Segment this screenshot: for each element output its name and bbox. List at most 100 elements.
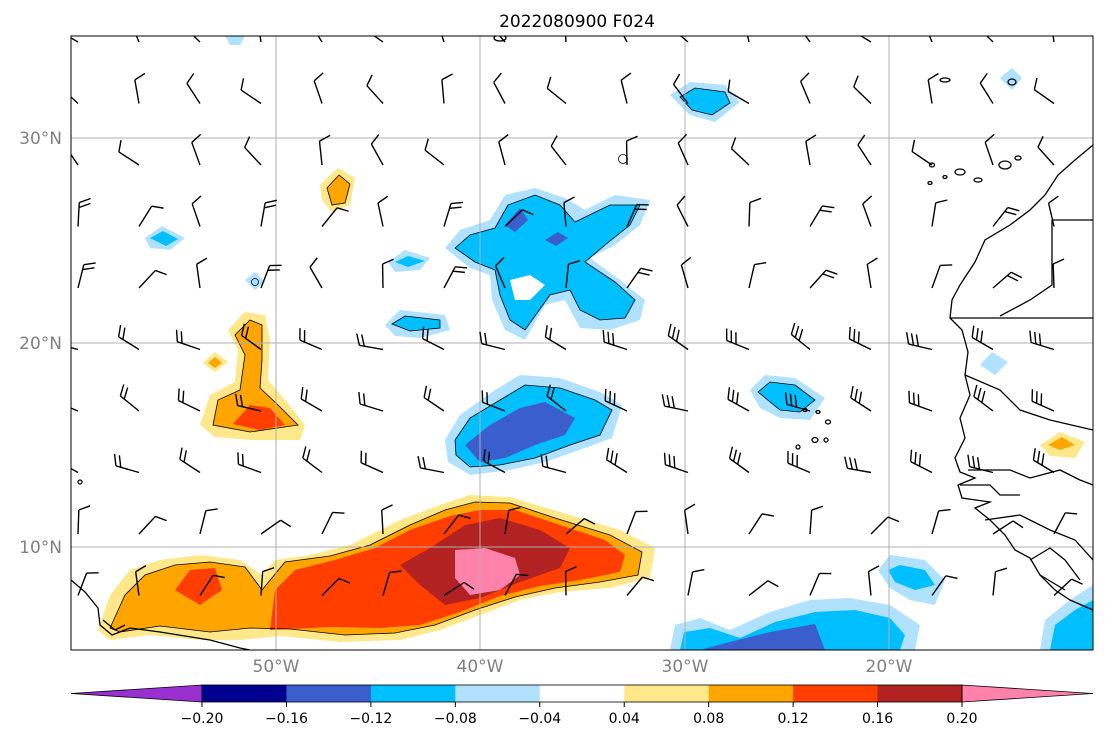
lon-label-20w: 20°W (866, 657, 913, 677)
colorbar-tick-label: 0.12 (778, 711, 809, 727)
wind-barb (604, 388, 628, 412)
wind-barb (483, 449, 506, 474)
wind-barb (138, 205, 164, 227)
wind-barb (805, 134, 817, 166)
wind-barb (134, 565, 147, 596)
wind-barb (931, 199, 948, 227)
colorbar-frame (201, 684, 963, 703)
wind-barb (504, 573, 529, 596)
colorbar-tick-label: 0.04 (609, 711, 640, 727)
wind-barb (784, 392, 811, 412)
wind-barb (804, 36, 811, 43)
wind-barb (676, 195, 689, 227)
colorbar (70, 684, 1094, 703)
wind-barb (986, 36, 994, 43)
wind-barb (1032, 448, 1055, 474)
wind-barb (626, 576, 655, 596)
lat-label-30n: 30°N (19, 129, 62, 149)
wind-barb (321, 207, 349, 227)
wind-barb (931, 508, 951, 535)
wind-barb (931, 575, 958, 596)
wind-barb (672, 73, 689, 104)
wind-barb (423, 385, 445, 412)
wind-barb (909, 449, 933, 474)
wind-barb (381, 504, 393, 535)
wind-barb (138, 269, 167, 289)
wind-barb (565, 260, 581, 289)
lon-label-40w: 40°W (457, 657, 504, 677)
colorbar-tick-label: −0.16 (265, 711, 308, 727)
wind-barb (321, 511, 345, 535)
wind-barb (77, 197, 91, 227)
colorbar-segment (877, 685, 963, 702)
wind-barb (135, 36, 140, 43)
wind-barb (850, 386, 872, 412)
wind-barb (667, 323, 689, 351)
graticule (71, 36, 1093, 650)
colorbar-segment (455, 685, 541, 702)
wind-barb (441, 73, 453, 104)
wind-barb (866, 257, 878, 289)
wind-barb (546, 384, 567, 412)
colorbar-tick-label: 0.08 (693, 711, 724, 727)
wind-barb (443, 514, 471, 535)
wind-barb (117, 324, 140, 351)
wind-barb (237, 452, 262, 474)
wind-barb (544, 325, 567, 351)
wind-barb (192, 36, 201, 43)
wind-barb (979, 72, 994, 104)
wind-barb (809, 505, 824, 535)
colorbar-tick-label: −0.04 (518, 711, 561, 727)
wind-barb (318, 134, 331, 166)
wind-barb (113, 453, 140, 474)
wind-barb (746, 36, 750, 43)
wind-barb (984, 133, 995, 166)
wind-barb (240, 323, 262, 351)
wind-barb (992, 271, 1023, 289)
colorbar-tick-label: −0.08 (434, 711, 477, 727)
wind-barb (540, 454, 567, 474)
wind-barb (605, 447, 628, 474)
wind-barb (134, 72, 146, 104)
wind-barb (360, 450, 384, 474)
wind-barb (260, 567, 275, 596)
colorbar-segment (370, 685, 456, 702)
wind-barb (730, 137, 750, 166)
colorbar-tick-label: −0.12 (349, 711, 392, 727)
wind-barb (563, 196, 575, 227)
wind-barb (725, 328, 750, 351)
wind-barb (309, 257, 323, 289)
wind-barb (259, 36, 262, 43)
wind-barb (844, 456, 872, 474)
wind-barb (191, 195, 202, 227)
wind-barb (859, 36, 872, 43)
wind-barb (195, 257, 208, 289)
wind-barb (679, 36, 689, 43)
plot-frame (70, 35, 1094, 651)
wind-barb (680, 256, 692, 289)
colorbar-tick-label: 0.20 (946, 711, 977, 727)
wind-barb (370, 134, 384, 166)
wind-barb (481, 390, 506, 412)
wind-barb (504, 506, 521, 535)
wind-barb (321, 577, 351, 596)
wind-barb (748, 580, 779, 597)
wind-barb (564, 566, 577, 596)
wind-barb (313, 72, 324, 104)
positive-anomaly-region (98, 168, 1085, 642)
wind-barb (931, 264, 953, 289)
colorbar-segment (202, 685, 287, 702)
wind-barb (71, 37, 79, 43)
wind-barb (199, 508, 218, 535)
wind-barb (382, 570, 402, 596)
wind-barb (138, 515, 167, 535)
wind-barb (443, 581, 475, 597)
wind-barb (799, 72, 811, 104)
wind-barb (234, 393, 262, 412)
wind-barb (677, 133, 689, 166)
wind-barb (992, 206, 1020, 227)
wind-barb (663, 452, 689, 474)
wind-barb (727, 387, 750, 412)
wind-barb (243, 136, 262, 166)
wind-barb (1031, 389, 1055, 412)
